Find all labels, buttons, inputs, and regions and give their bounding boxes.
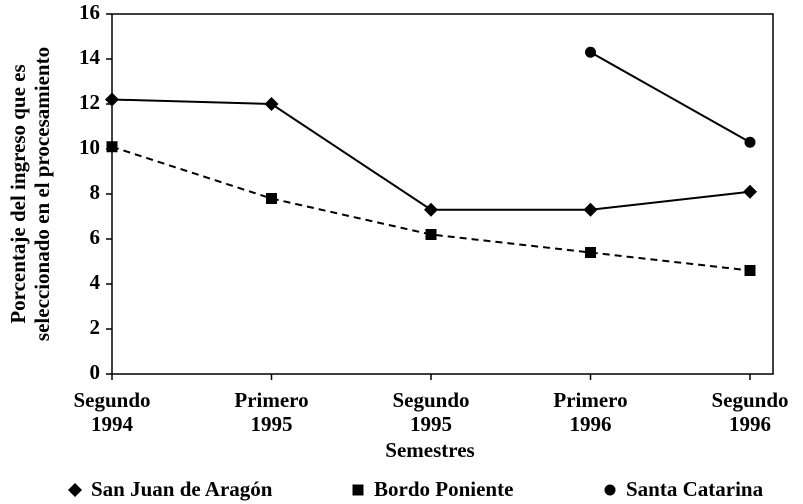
x-tick-label: Segundo 1996 bbox=[711, 388, 788, 436]
y-axis-title: Porcentaje del ingreso que es selecciona… bbox=[6, 47, 54, 341]
point-marker bbox=[264, 97, 279, 111]
series-line bbox=[111, 145, 751, 272]
legend-label: San Juan de Aragón bbox=[91, 477, 273, 501]
y-tick-label: 2 bbox=[90, 315, 101, 339]
point-marker bbox=[744, 136, 756, 148]
legend-label: Santa Catarina bbox=[626, 477, 764, 501]
y-tick-label: 12 bbox=[79, 90, 100, 114]
y-tick-label: 4 bbox=[90, 270, 101, 294]
legend-label: Bordo Poniente bbox=[374, 477, 513, 501]
point-marker bbox=[105, 92, 119, 107]
point-marker bbox=[425, 229, 437, 240]
point-marker bbox=[744, 265, 756, 276]
x-tick-label: Segundo 1995 bbox=[392, 388, 469, 436]
point-marker bbox=[743, 184, 757, 199]
y-tick-label: 0 bbox=[90, 360, 101, 384]
y-tick-label: 8 bbox=[90, 180, 101, 204]
y-tick-label: 6 bbox=[90, 225, 101, 249]
point-marker bbox=[106, 141, 118, 153]
point-marker bbox=[585, 46, 596, 58]
y-tick-label: 10 bbox=[79, 135, 100, 159]
x-axis-title: Semestres bbox=[385, 438, 474, 462]
y-axis-title-line: seleccionado en el procesamiento bbox=[30, 47, 54, 341]
point-marker bbox=[583, 202, 598, 217]
legend-marker bbox=[352, 484, 364, 496]
x-tick-label: Segundo 1994 bbox=[73, 388, 150, 436]
y-tick-label: 16 bbox=[79, 0, 100, 24]
legend-marker bbox=[68, 483, 82, 497]
x-tick-label: Primero 1996 bbox=[553, 388, 627, 436]
x-tick-label: Primero 1995 bbox=[234, 388, 308, 436]
series-line bbox=[590, 51, 751, 144]
point-marker bbox=[266, 193, 277, 204]
point-marker bbox=[424, 202, 438, 217]
y-axis-title-line: Porcentaje del ingreso que es bbox=[6, 64, 30, 323]
plot-frame bbox=[111, 13, 774, 375]
point-marker bbox=[585, 247, 596, 258]
legend-marker bbox=[604, 484, 616, 496]
series-line bbox=[111, 98, 751, 211]
y-tick-label: 14 bbox=[79, 45, 101, 69]
